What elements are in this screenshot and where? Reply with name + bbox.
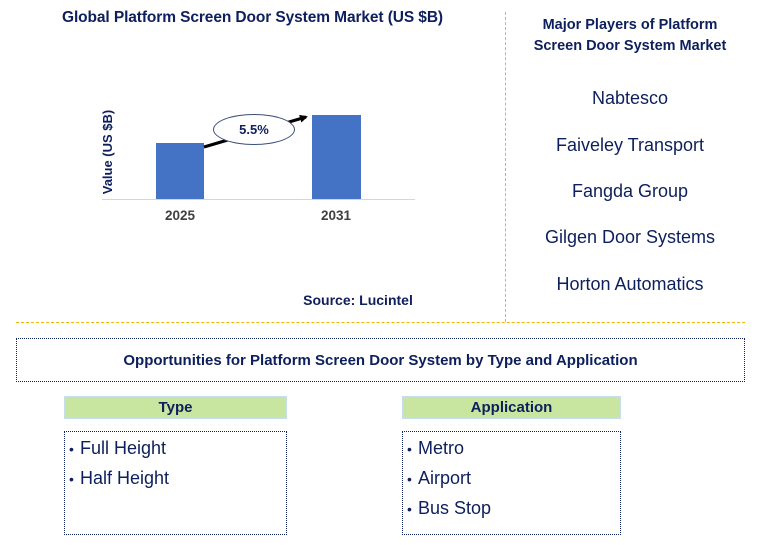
opportunities-title-box: Opportunities for Platform Screen Door S… (16, 338, 745, 382)
player-fangda-group: Fangda Group (571, 181, 689, 201)
vertical-divider (505, 12, 506, 322)
bullet-icon: • (407, 441, 412, 457)
list-item: • Full Height (69, 433, 286, 463)
type-header-label: Type (158, 399, 193, 416)
source-label: Source: Lucintel (303, 292, 413, 308)
type-item-label: Half Height (80, 468, 170, 488)
cagr-badge: 5.5% (213, 114, 295, 145)
list-item: • Half Height (69, 463, 286, 493)
type-header: Type (64, 396, 287, 419)
type-item-label: Full Height (80, 438, 167, 458)
y-axis-label: Value (US $B) (100, 109, 115, 195)
x-axis-line (102, 199, 415, 200)
players-title-line2: Screen Door System Market (533, 38, 727, 54)
horizontal-divider (16, 322, 745, 323)
list-item: • Metro (407, 433, 620, 463)
application-header-label: Application (470, 399, 553, 416)
chart-title: Global Platform Screen Door System Marke… (62, 9, 443, 26)
type-list: • Full Height • Half Height (64, 431, 287, 535)
x-tick-2031: 2031 (320, 208, 352, 223)
application-item-label: Metro (418, 438, 465, 458)
player-gilgen-door-systems: Gilgen Door Systems (544, 227, 716, 247)
application-item-label: Bus Stop (418, 498, 492, 518)
list-item: • Airport (407, 463, 620, 493)
x-tick-2025: 2025 (164, 208, 196, 223)
bar-2031 (312, 115, 361, 199)
bar-2025 (156, 143, 204, 199)
player-horton-automatics: Horton Automatics (556, 274, 704, 294)
players-title-line1: Major Players of Platform (542, 17, 718, 33)
player-faiveley-transport: Faiveley Transport (555, 135, 705, 155)
application-item-label: Airport (418, 468, 472, 488)
bullet-icon: • (69, 471, 74, 487)
list-item: • Bus Stop (407, 493, 620, 523)
application-list: • Metro • Airport • Bus Stop (402, 431, 621, 535)
bullet-icon: • (407, 501, 412, 517)
bullet-icon: • (407, 471, 412, 487)
bullet-icon: • (69, 441, 74, 457)
application-header: Application (402, 396, 621, 419)
opportunities-title: Opportunities for Platform Screen Door S… (123, 351, 638, 369)
players-title: Major Players of Platform Screen Door Sy… (505, 15, 755, 57)
player-nabtesco: Nabtesco (591, 88, 669, 108)
